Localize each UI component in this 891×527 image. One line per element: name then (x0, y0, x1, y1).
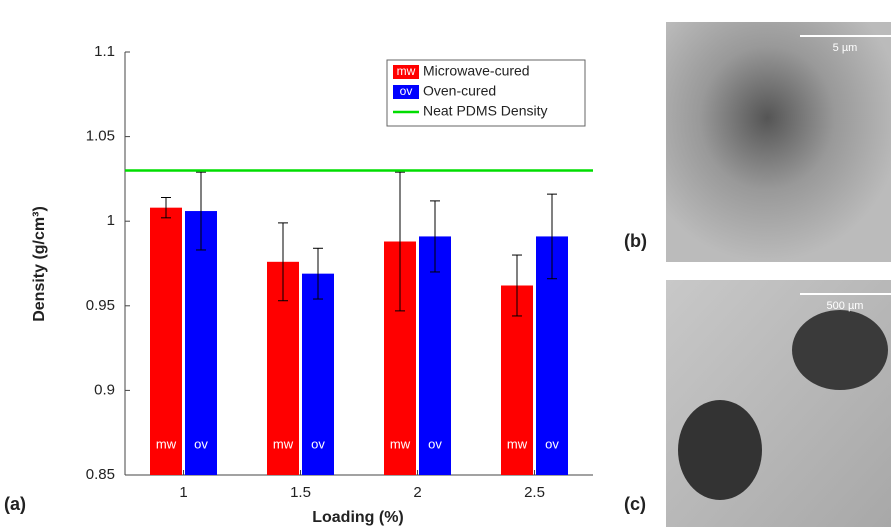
bar (185, 211, 217, 475)
x-tick-label: 2 (413, 484, 421, 501)
bar-tag: ov (311, 436, 325, 451)
y-tick-label: 1.05 (86, 128, 115, 145)
sem-pore (678, 400, 762, 500)
panel-label: (a) (4, 494, 26, 514)
y-tick-label: 1.1 (94, 43, 115, 60)
bar (302, 273, 334, 475)
legend-swatch (393, 65, 419, 79)
bar-tag: ov (194, 436, 208, 451)
x-tick-label: 1 (179, 484, 187, 501)
bar (501, 285, 533, 475)
x-axis-label: Loading (%) (312, 509, 404, 526)
legend-label: Neat PDMS Density (423, 103, 547, 119)
y-tick-label: 0.95 (86, 297, 115, 314)
y-tick-label: 0.85 (86, 466, 115, 483)
legend-label: Microwave-cured (423, 63, 530, 79)
bar (150, 207, 182, 475)
bar-tag: ov (545, 436, 559, 451)
x-tick-label: 2.5 (524, 484, 545, 501)
y-axis-label: Density (g/cm³) (31, 206, 48, 322)
bar-tag: mw (156, 436, 177, 451)
bar-tag: mw (273, 436, 294, 451)
legend-label: Oven-cured (423, 83, 496, 99)
sem-image-b (666, 22, 891, 262)
scale-bar-label: 500 µm (827, 300, 864, 312)
scale-bar-label: 5 µm (833, 42, 858, 54)
bar (419, 236, 451, 475)
x-tick-label: 1.5 (290, 484, 311, 501)
bar-tag: mw (390, 436, 411, 451)
bar-tag: mw (507, 436, 528, 451)
panel-label: (c) (624, 494, 646, 514)
legend-box (386, 59, 586, 127)
legend-swatch (393, 85, 419, 99)
legend-tag: mw (397, 64, 416, 78)
y-tick-label: 1 (107, 212, 115, 229)
legend-tag: ov (400, 84, 413, 98)
panel-label: (b) (624, 231, 647, 251)
bar-tag: ov (428, 436, 442, 451)
sem-pore (792, 310, 888, 390)
y-tick-label: 0.9 (94, 381, 115, 398)
